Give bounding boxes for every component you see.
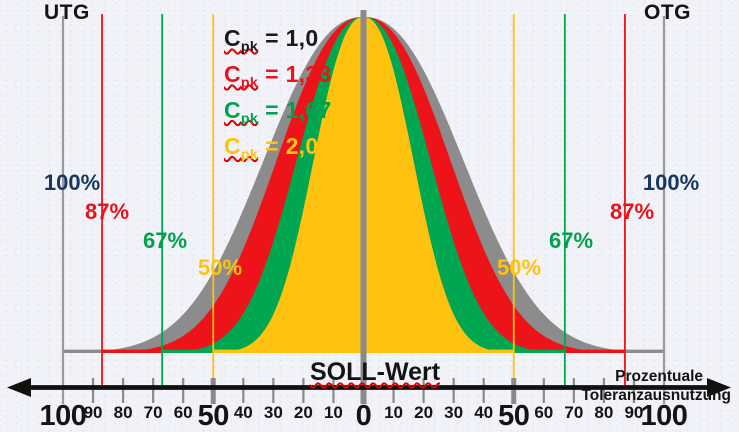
axis-tick-label: 90 xyxy=(83,403,103,422)
pct-label-right-87: 87% xyxy=(609,199,655,224)
target-value-label: SOLL-Wert xyxy=(309,358,441,386)
pct-label-left-67: 67% xyxy=(142,228,188,253)
axis-tick-label: 80 xyxy=(594,403,614,422)
cpk-symbol: Cpk xyxy=(224,25,259,55)
legend-item-cpk-1-67: Cpk = 1,67 xyxy=(224,97,332,133)
x-axis-caption-line1: Prozentuale xyxy=(615,368,703,385)
axis-tick-label: 50 xyxy=(498,400,530,432)
axis-tick-label: 30 xyxy=(263,403,283,422)
cpk-symbol: Cpk xyxy=(224,132,259,163)
axis-tick-label: 30 xyxy=(444,403,464,422)
axis-tick-label: 20 xyxy=(414,403,434,422)
axis-tick-label: 70 xyxy=(564,403,584,422)
axis-arrow-left-icon xyxy=(7,378,31,397)
axis-tick-label: 100 xyxy=(39,400,87,432)
axis-tick-label: 0 xyxy=(355,400,372,432)
axis-tick-label: 10 xyxy=(323,403,343,422)
axis-tick-label: 60 xyxy=(534,403,554,422)
legend-value: = 2,0 xyxy=(265,132,319,159)
pct-label-left-87: 87% xyxy=(84,199,130,224)
upper-tolerance-limit-label: OTG xyxy=(644,1,691,24)
axis-tick-label: 20 xyxy=(293,403,313,422)
legend: Cpk = 1,0 Cpk = 1,33 Cpk = 1,67 Cpk = 2,0 xyxy=(224,25,332,168)
pct-label-right-100: 100% xyxy=(642,170,700,195)
pct-label-left-100: 100% xyxy=(43,170,101,195)
axis-tick-label: 40 xyxy=(474,403,494,422)
axis-tick-label: 80 xyxy=(113,403,133,422)
axis-tick-label: 50 xyxy=(197,400,230,432)
axis-tick-label: 90 xyxy=(624,403,644,422)
pct-label-right-50: 50% xyxy=(496,255,542,280)
cpk-symbol: Cpk xyxy=(224,60,259,91)
legend-item-cpk-2-0: Cpk = 2,0 xyxy=(224,133,332,169)
axis-tick-label: 60 xyxy=(173,403,193,422)
legend-value: = 1,0 xyxy=(265,25,319,51)
axis-tick-label: 10 xyxy=(384,403,404,422)
legend-item-cpk-1-33: Cpk = 1,33 xyxy=(224,61,332,97)
axis-arrow-right-icon xyxy=(707,378,731,397)
legend-value: = 1,67 xyxy=(265,96,332,123)
cpk-symbol: Cpk xyxy=(224,96,259,127)
lower-tolerance-limit-label: UTG xyxy=(44,1,90,24)
axis-tick-label: 40 xyxy=(233,403,253,422)
x-axis-caption-line2: Toleranzausnutzung xyxy=(581,387,731,404)
pct-label-right-67: 67% xyxy=(548,228,594,253)
legend-item-cpk-1-0: Cpk = 1,0 xyxy=(224,25,332,61)
axis-tick-label: 100 xyxy=(640,400,688,432)
axis-tick-label: 70 xyxy=(143,403,163,422)
pct-label-left-50: 50% xyxy=(197,255,243,280)
legend-value: = 1,33 xyxy=(265,60,332,87)
